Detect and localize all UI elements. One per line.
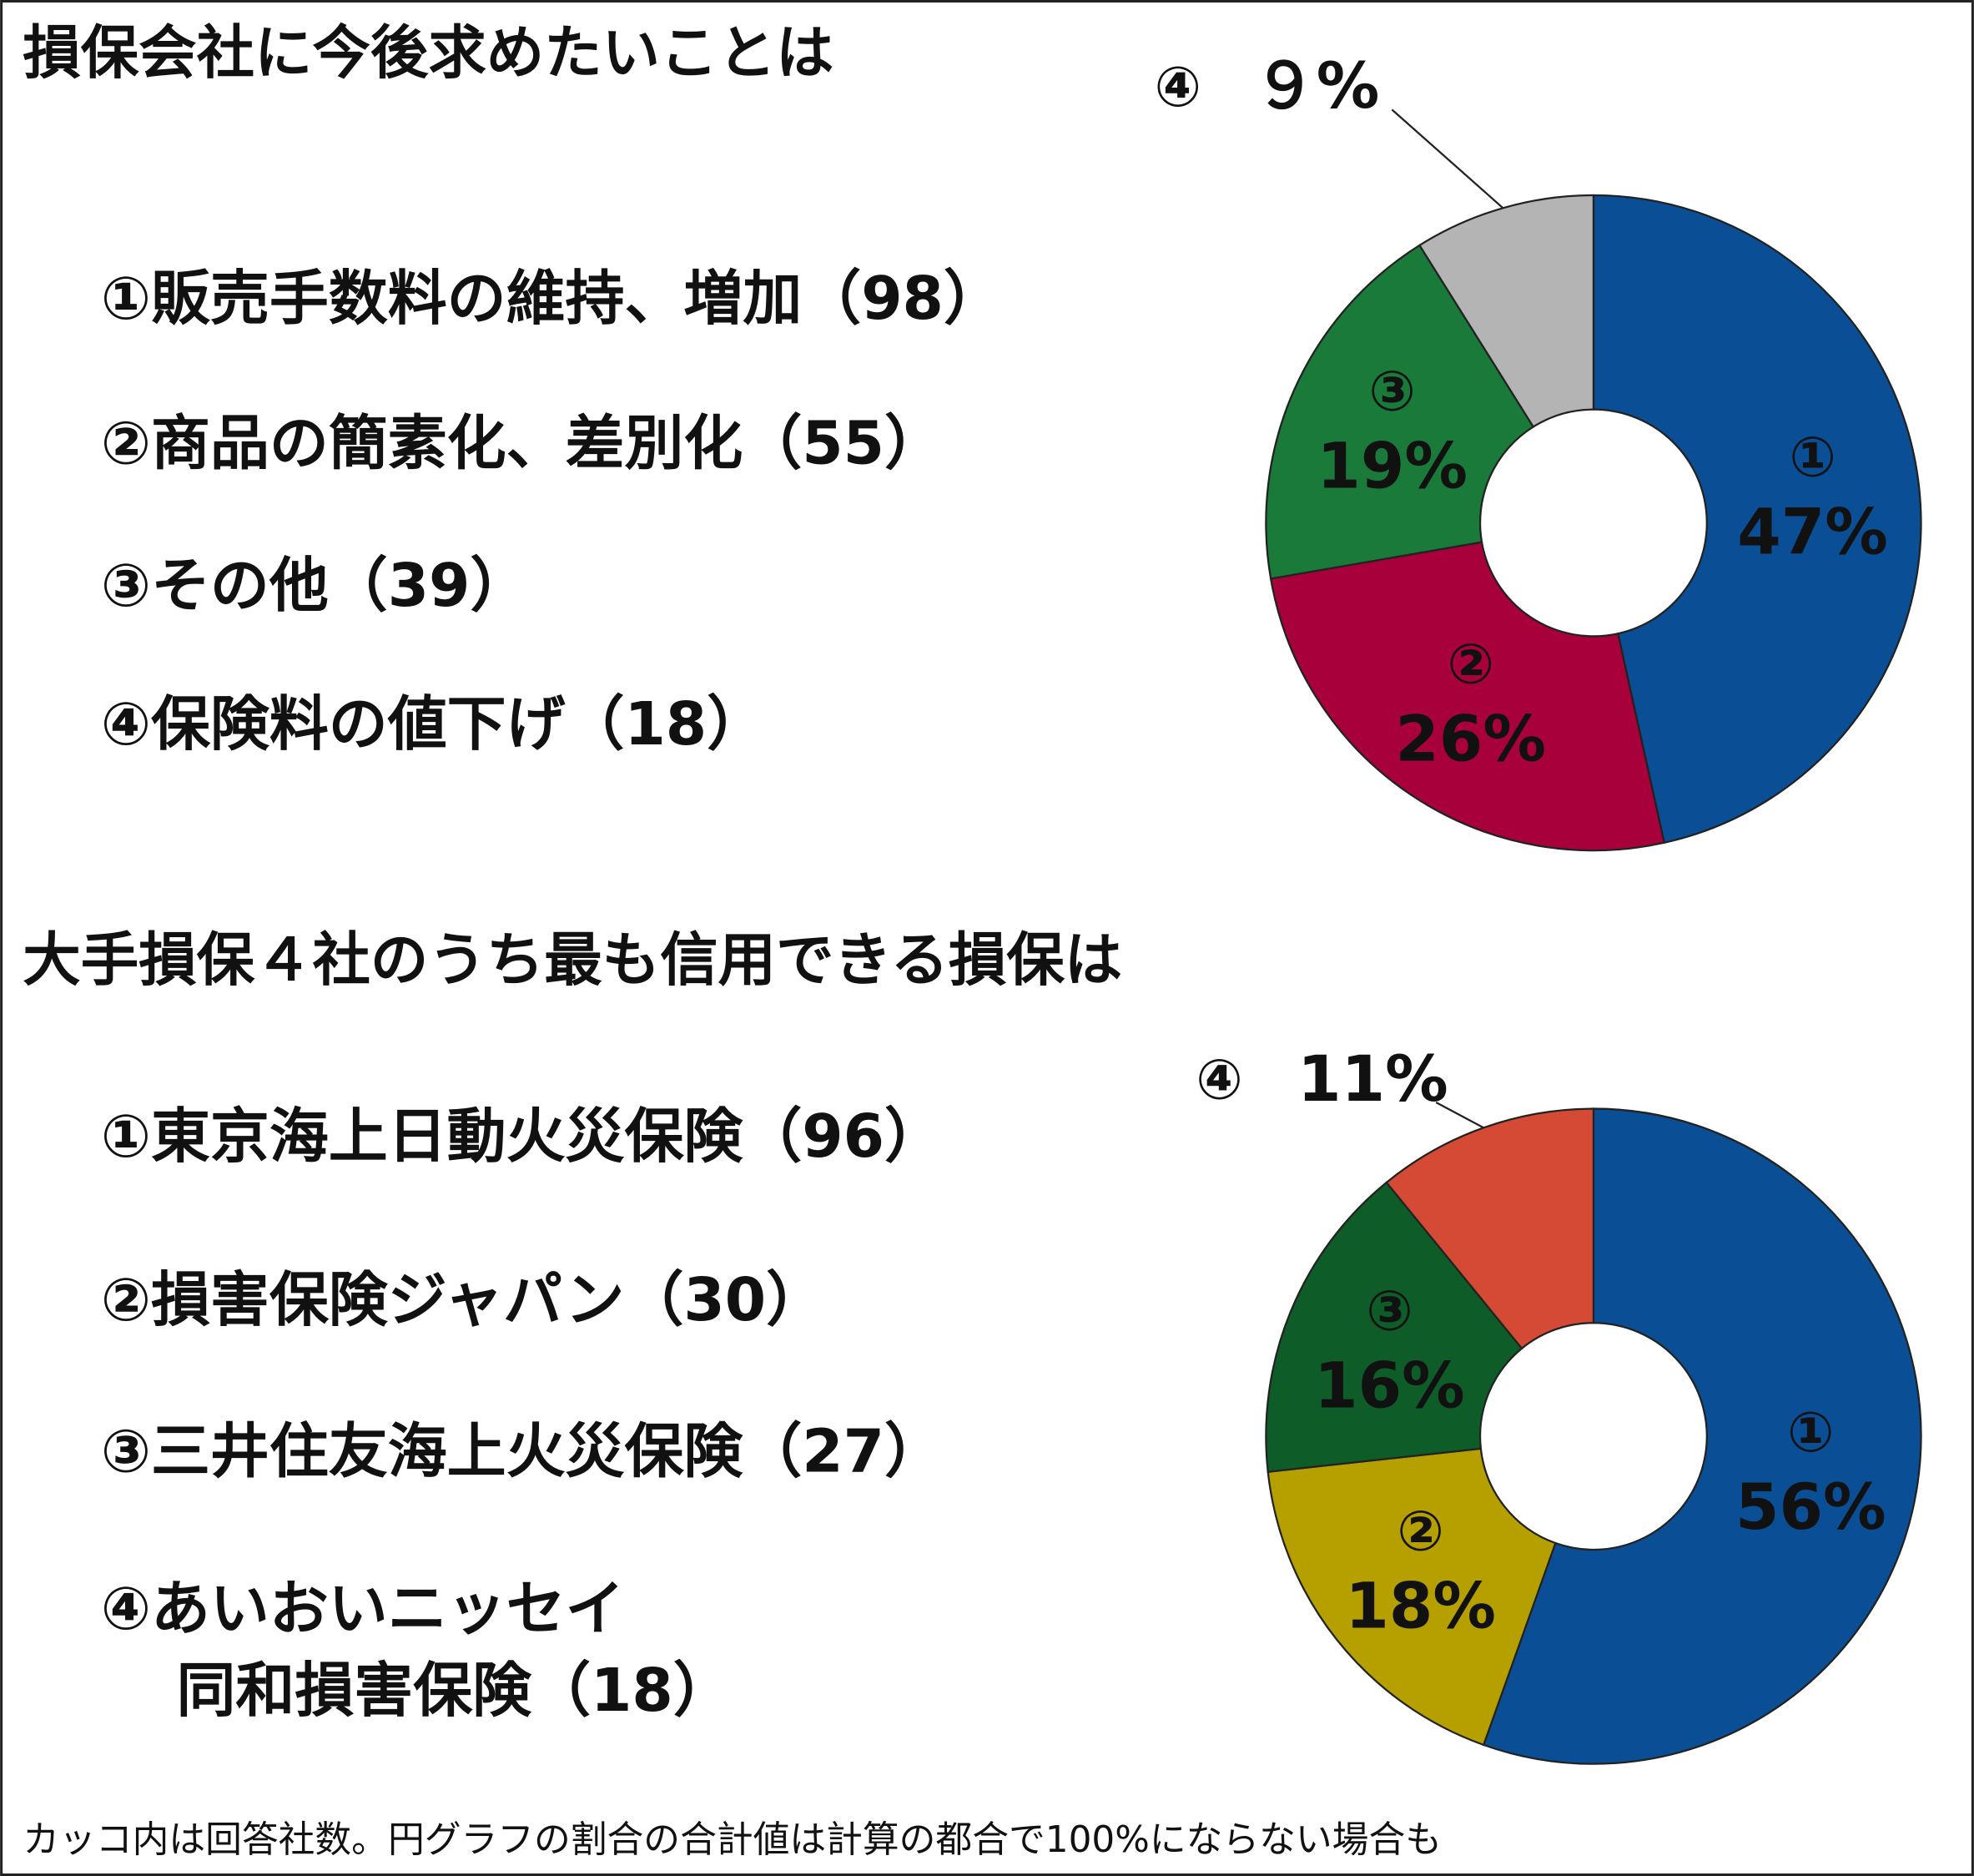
donut-slice bbox=[1265, 1181, 1523, 1474]
slice-label: 26% bbox=[1395, 703, 1546, 776]
chart-title: 損保会社に今後求めたいことは bbox=[23, 20, 833, 87]
slice-marker: ① bbox=[1787, 1399, 1834, 1465]
slice-label: 11% bbox=[1297, 1042, 1448, 1116]
legend-label: ④あいおいニッセイ bbox=[101, 1574, 625, 1643]
slice-label: 47% bbox=[1737, 496, 1888, 569]
legend-label: 同和損害保険（18） bbox=[176, 1656, 732, 1725]
slice-label: 18% bbox=[1345, 1570, 1496, 1643]
donut-slice bbox=[1265, 244, 1535, 580]
legend-label: ③三井住友海上火災保険（27） bbox=[101, 1416, 944, 1485]
legend-label: ①販売手数料の維持、増加（98） bbox=[101, 264, 1003, 333]
legend-label: ②商品の簡素化、差別化（55） bbox=[101, 408, 944, 477]
slice-label: 19% bbox=[1317, 430, 1468, 503]
slice-label: ９% bbox=[1253, 49, 1379, 123]
chart-title: 大手損保４社のうち最も信用できる損保は bbox=[23, 927, 1122, 994]
slice-marker: ③ bbox=[1369, 359, 1416, 424]
legend-label: ④保険料の値下げ（18） bbox=[101, 689, 766, 759]
donut-slice bbox=[1385, 1107, 1595, 1350]
donut-slice bbox=[1482, 1107, 1922, 1765]
legend-label: ②損害保険ジャパン（30） bbox=[101, 1265, 825, 1334]
slice-label: 56% bbox=[1735, 1470, 1886, 1544]
donut-slice bbox=[1592, 194, 1922, 845]
slice-marker: ① bbox=[1789, 425, 1836, 490]
leader-line bbox=[1435, 1102, 1484, 1129]
legend-label: ①東京海上日動火災保険（96） bbox=[101, 1102, 944, 1171]
donut-slice bbox=[1266, 1447, 1557, 1747]
slice-marker: ④ bbox=[1196, 1046, 1242, 1112]
slice-marker: ④ bbox=[1155, 54, 1201, 119]
footnote: カッコ内は回答社数。円グラフの割合の合計値は計算の都合で100%にならない場合も bbox=[23, 1818, 1442, 1861]
donut-slice bbox=[1418, 194, 1595, 428]
legend-label: ③その他（39） bbox=[101, 551, 529, 620]
slice-marker: ③ bbox=[1366, 1278, 1413, 1344]
donut-slice bbox=[1269, 541, 1666, 852]
leader-line bbox=[1391, 108, 1504, 209]
slice-marker: ② bbox=[1448, 632, 1494, 697]
slice-label: 16% bbox=[1314, 1349, 1465, 1423]
slice-marker: ② bbox=[1397, 1499, 1444, 1564]
